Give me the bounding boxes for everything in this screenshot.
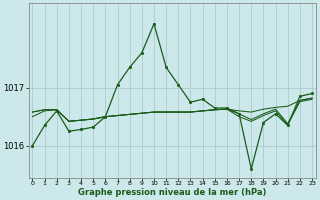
- X-axis label: Graphe pression niveau de la mer (hPa): Graphe pression niveau de la mer (hPa): [78, 188, 267, 197]
